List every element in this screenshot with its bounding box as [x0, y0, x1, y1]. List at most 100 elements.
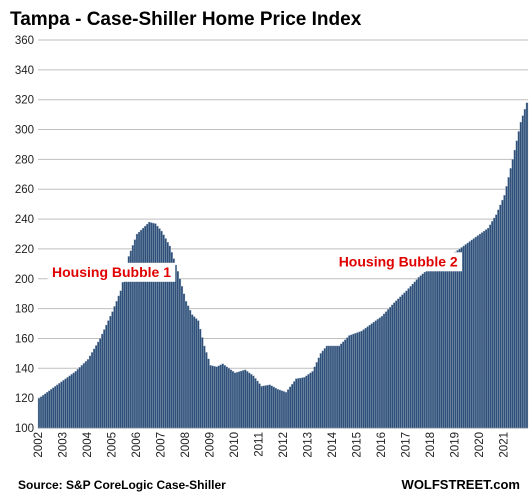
- bar: [362, 329, 365, 429]
- x-tick-label: 2010: [229, 432, 241, 458]
- bar: [182, 293, 186, 429]
- y-tick-label: 180: [15, 304, 34, 316]
- annotation-label: Housing Bubble 2: [339, 253, 458, 269]
- bar: [148, 221, 151, 429]
- bar: [248, 372, 251, 429]
- bar: [54, 386, 57, 429]
- bar: [199, 328, 202, 429]
- bar: [295, 378, 298, 429]
- bar: [364, 327, 367, 429]
- bar: [335, 345, 339, 429]
- x-tick-label: 2021: [499, 432, 511, 458]
- bar: [276, 389, 280, 429]
- bar: [521, 115, 525, 429]
- bar: [90, 352, 94, 429]
- bar: [370, 323, 374, 429]
- bar: [376, 318, 380, 429]
- x-tick-label: 2004: [82, 431, 94, 457]
- bar: [348, 335, 351, 429]
- bar: [435, 262, 439, 429]
- bar: [211, 365, 214, 429]
- bar: [99, 338, 102, 429]
- bar: [519, 121, 523, 429]
- bar: [315, 362, 318, 429]
- bar: [358, 331, 361, 429]
- bar: [456, 250, 459, 429]
- x-tick-label: 2014: [327, 431, 339, 457]
- annotation-background: [334, 252, 462, 272]
- bar: [270, 385, 273, 429]
- bar: [121, 281, 124, 429]
- bar: [382, 313, 386, 429]
- bar: [442, 259, 445, 429]
- bar: [45, 392, 49, 429]
- bar: [231, 371, 235, 429]
- bar: [399, 296, 402, 429]
- bar: [156, 225, 159, 429]
- bar: [127, 256, 131, 429]
- bar: [237, 371, 241, 429]
- bar: [482, 230, 486, 429]
- bar: [372, 321, 376, 429]
- bar: [437, 261, 441, 429]
- bar: [97, 341, 100, 429]
- x-tick-label: 2003: [58, 432, 70, 458]
- bar: [423, 271, 427, 429]
- bar: [333, 345, 337, 429]
- bar: [209, 365, 212, 429]
- bar: [493, 217, 496, 429]
- bar: [460, 247, 463, 429]
- bar: [297, 378, 300, 429]
- bar: [244, 369, 247, 429]
- bar: [384, 311, 388, 429]
- bar: [525, 102, 529, 429]
- x-tick-label: 2019: [450, 432, 462, 458]
- bar: [458, 248, 461, 429]
- bar: [301, 377, 304, 429]
- bar: [286, 389, 290, 429]
- bar: [92, 348, 96, 429]
- bar: [88, 355, 92, 429]
- bar: [84, 361, 88, 429]
- y-tick-label: 220: [15, 244, 34, 256]
- bar: [470, 239, 474, 429]
- y-tick-label: 200: [15, 274, 34, 286]
- bar: [201, 337, 204, 429]
- bar: [354, 333, 357, 429]
- bar: [274, 387, 278, 429]
- bar: [239, 370, 243, 429]
- bar: [391, 304, 394, 429]
- bar: [405, 290, 408, 429]
- y-axis: 100 120 140 160 180 200 220 240 260 280 300 320 340 3…: [15, 35, 34, 435]
- x-tick-label: 2007: [156, 432, 168, 458]
- x-tick-label: 2002: [33, 432, 45, 458]
- bar: [111, 311, 114, 429]
- bar: [60, 381, 63, 429]
- bar: [342, 341, 345, 429]
- bar: [105, 324, 108, 429]
- bar: [39, 396, 43, 429]
- bar: [386, 309, 390, 429]
- bar: [109, 315, 112, 429]
- bar: [505, 186, 508, 429]
- bar: [409, 286, 412, 429]
- bar: [433, 264, 437, 429]
- x-tick-label: 2009: [205, 432, 217, 458]
- y-tick-label: 300: [15, 125, 34, 137]
- bar: [323, 348, 327, 429]
- bar: [86, 359, 90, 429]
- bar: [352, 333, 355, 429]
- y-tick-label: 100: [15, 423, 34, 435]
- bar: [421, 273, 425, 429]
- bar: [278, 389, 282, 429]
- bar: [466, 242, 469, 429]
- bar: [378, 317, 382, 429]
- bar: [431, 265, 435, 429]
- bar: [337, 345, 341, 429]
- bar: [250, 374, 253, 429]
- x-tick-label: 2006: [131, 432, 143, 458]
- x-tick-label: 2008: [180, 432, 192, 458]
- bar: [197, 320, 200, 429]
- bar: [146, 223, 149, 429]
